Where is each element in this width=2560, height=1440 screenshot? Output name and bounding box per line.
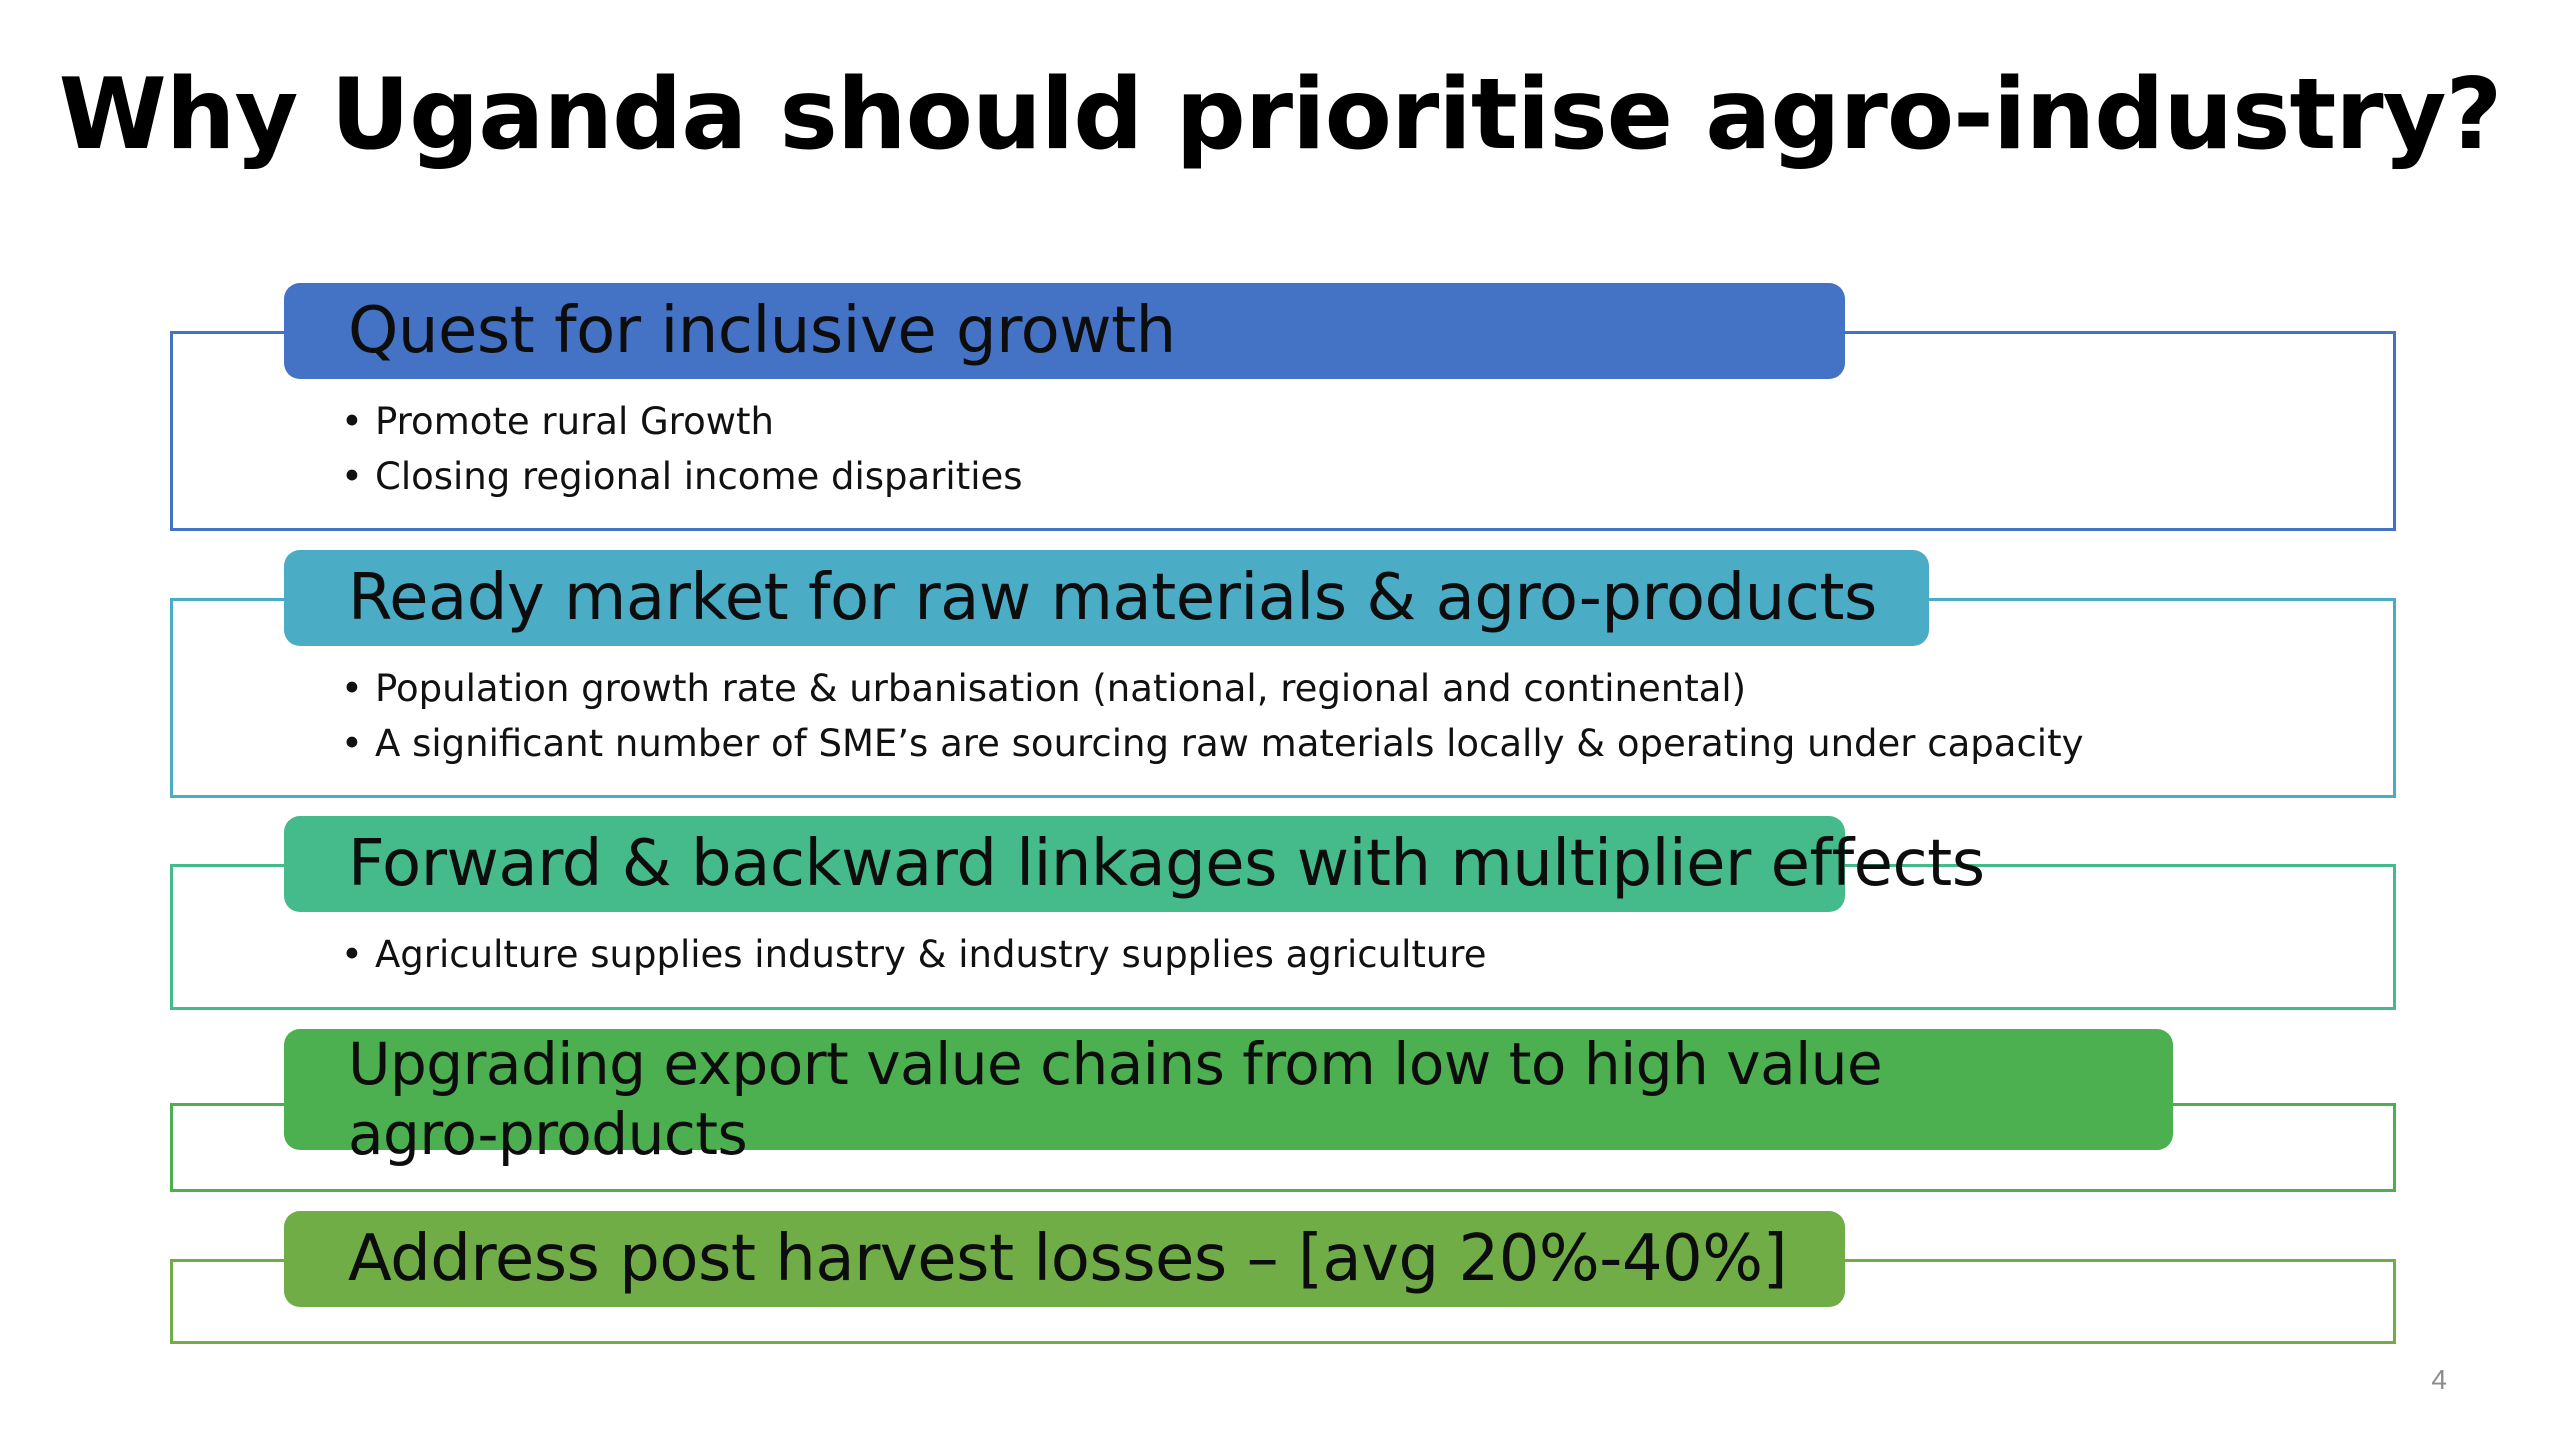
bullet-item: • Agriculture supplies industry & industr… <box>341 927 1486 982</box>
section-post-harvest: Address post harvest losses – [avg 20%-4… <box>170 1211 2396 1344</box>
section-heading: Quest for inclusive growth <box>284 283 1845 379</box>
section-heading: Address post harvest losses – [avg 20%-4… <box>284 1211 1845 1307</box>
bullet-item: • Promote rural Growth <box>341 394 1023 449</box>
bullet-text: Agriculture supplies industry & industry… <box>375 933 1487 976</box>
bullet-list: • Population growth rate & urbanisation (… <box>341 661 2083 771</box>
bullet-item: • Closing regional income disparities <box>341 449 1023 504</box>
section-heading: Ready market for raw materials & agro-pr… <box>284 550 1929 646</box>
bullet-list: • Agriculture supplies industry & industr… <box>341 927 1486 982</box>
bullet-item: • A significant number of SME’s are sourc… <box>341 716 2083 771</box>
bullet-item: • Population growth rate & urbanisation (… <box>341 661 2083 716</box>
section-inclusive-growth: Quest for inclusive growth • Promote rura… <box>170 283 2396 531</box>
bullet-icon: • <box>341 455 363 498</box>
bullet-list: • Promote rural Growth • Closing regional … <box>341 394 1023 504</box>
section-linkages: Forward & backward linkages with multipl… <box>170 816 2396 1010</box>
page-number: 4 <box>2431 1364 2447 1395</box>
section-heading: Upgrading export value chains from low t… <box>284 1029 2173 1168</box>
bullet-text: A significant number of SME’s are sourci… <box>375 722 2084 765</box>
bullet-text: Closing regional income disparities <box>375 455 1023 498</box>
section-heading: Forward & backward linkages with multipl… <box>284 816 1985 912</box>
bullet-icon: • <box>341 933 363 976</box>
bullet-text: Promote rural Growth <box>375 400 774 443</box>
bullet-icon: • <box>341 400 363 443</box>
bullet-icon: • <box>341 667 363 710</box>
bullet-text: Population growth rate & urbanisation (n… <box>375 667 1747 710</box>
bullet-icon: • <box>341 722 363 765</box>
section-export-value-chains: Upgrading export value chains from low t… <box>170 1029 2396 1192</box>
section-ready-market: Ready market for raw materials & agro-pr… <box>170 550 2396 798</box>
slide-title: Why Uganda should prioritise agro-indust… <box>58 58 2503 172</box>
